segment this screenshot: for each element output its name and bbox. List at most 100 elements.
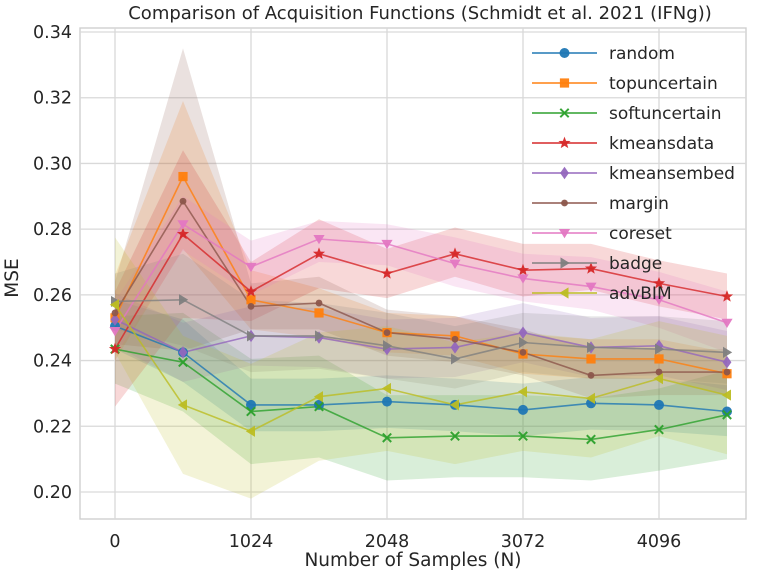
legend-label-coreset: coreset <box>609 224 672 244</box>
marker-star <box>380 267 394 279</box>
marker-x <box>518 431 528 442</box>
marker-triangle-left <box>559 287 569 299</box>
series-line-kmeansembed <box>114 318 728 363</box>
y-tick-label: 0.24 <box>33 352 72 372</box>
marker-x <box>450 431 460 442</box>
marker-square <box>314 308 324 318</box>
series-line-softuncertain <box>114 348 728 441</box>
y-tick-label: 0.22 <box>33 417 72 437</box>
y-tick-label: 0.30 <box>33 154 72 174</box>
legend-item-softuncertain: softuncertain <box>532 104 722 124</box>
marker-star <box>652 276 666 289</box>
y-tick-label: 0.20 <box>33 483 72 503</box>
marker-dot <box>587 371 595 379</box>
legend-label-topuncertain: topuncertain <box>609 74 718 94</box>
marker-circle <box>559 48 570 58</box>
legend: random topuncertain softuncertain kmeansdat… <box>532 44 735 304</box>
marker-triangle-left <box>449 399 459 411</box>
legend-item-kmeansdata: kmeansdata <box>532 134 714 154</box>
chart-title: Comparison of Acquisition Functions (Sch… <box>128 3 712 24</box>
confidence-band-kmeansembed <box>115 293 727 391</box>
marker-triangle-down <box>313 235 325 245</box>
marker-square <box>654 354 664 364</box>
legend-label-margin: margin <box>609 194 669 214</box>
marker-triangle-down <box>381 239 393 250</box>
marker-circle <box>518 404 528 415</box>
marker-circle <box>382 396 392 407</box>
marker-triangle-right <box>519 336 529 349</box>
legend-label-random: random <box>609 44 675 64</box>
legend-label-softuncertain: softuncertain <box>609 104 722 124</box>
marker-triangle-left <box>585 392 595 404</box>
marker-circle <box>246 399 256 410</box>
marker-diamond <box>560 166 569 180</box>
y-axis-label: MSE <box>2 258 23 297</box>
marker-circle <box>314 399 324 410</box>
marker-dot <box>655 368 663 376</box>
legend-item-badge: badge <box>532 254 662 274</box>
marker-star <box>312 247 326 259</box>
marker-x <box>382 432 392 443</box>
confidence-band-advBIM <box>115 237 727 499</box>
confidence-band-margin <box>115 48 727 399</box>
marker-triangle-right <box>451 353 461 365</box>
marker-star <box>448 247 462 259</box>
marker-x <box>722 409 732 420</box>
marker-triangle-down <box>245 262 257 273</box>
confidence-band-random <box>115 299 727 437</box>
y-tick-label: 0.28 <box>33 220 72 240</box>
marker-triangle-right <box>179 294 189 306</box>
x-tick-label: 2048 <box>365 532 410 552</box>
x-tick-label: 1024 <box>229 532 274 552</box>
legend-item-advBIM: advBIM <box>532 284 672 304</box>
marker-triangle-left <box>313 391 323 403</box>
marker-dot <box>451 335 459 343</box>
marker-x <box>246 406 256 417</box>
marker-triangle-left <box>109 299 119 311</box>
marker-triangle-right <box>247 330 257 342</box>
marker-diamond <box>110 313 120 326</box>
marker-triangle-down <box>109 327 121 337</box>
confidence-band-coreset <box>115 196 727 356</box>
marker-dot <box>561 199 568 207</box>
confidence-band-badge <box>115 253 727 389</box>
marker-star <box>558 136 571 149</box>
marker-star <box>720 290 734 302</box>
marker-diamond <box>382 342 392 356</box>
marker-dot <box>179 197 187 205</box>
series-line-coreset <box>114 223 728 332</box>
x-axis-label: Number of Samples (N) <box>304 550 521 571</box>
marker-star <box>244 285 258 297</box>
marker-triangle-left <box>721 389 731 401</box>
legend-item-random: random <box>532 44 675 64</box>
marker-star <box>516 263 530 276</box>
marker-diamond <box>178 346 188 359</box>
marker-triangle-left <box>381 382 391 395</box>
marker-square <box>178 171 188 182</box>
legend-item-margin: margin <box>532 194 669 214</box>
legend-item-kmeansembed: kmeansembed <box>532 164 735 184</box>
legend-label-badge: badge <box>609 254 662 274</box>
marker-x <box>178 357 188 368</box>
marker-triangle-down <box>449 259 461 269</box>
marker-triangle-left <box>653 373 663 385</box>
legend-item-topuncertain: topuncertain <box>532 74 718 94</box>
marker-triangle-left <box>245 425 255 437</box>
confidence-band-topuncertain <box>115 101 727 396</box>
legend-label-kmeansembed: kmeansembed <box>609 164 735 184</box>
marker-dot <box>315 299 323 307</box>
marker-dot <box>723 368 731 376</box>
legend-item-coreset: coreset <box>532 224 672 244</box>
series-line-badge <box>114 298 728 360</box>
series-line-advBIM <box>114 304 728 433</box>
marker-dot <box>519 348 527 356</box>
marker-x <box>586 434 596 445</box>
marker-x <box>559 108 570 118</box>
marker-triangle-down <box>177 220 189 230</box>
marker-diamond <box>518 326 528 339</box>
legend-label-kmeansdata: kmeansdata <box>609 134 714 154</box>
marker-x <box>314 401 324 412</box>
x-tick-label: 4096 <box>637 532 682 552</box>
y-tick-label: 0.26 <box>33 286 72 306</box>
